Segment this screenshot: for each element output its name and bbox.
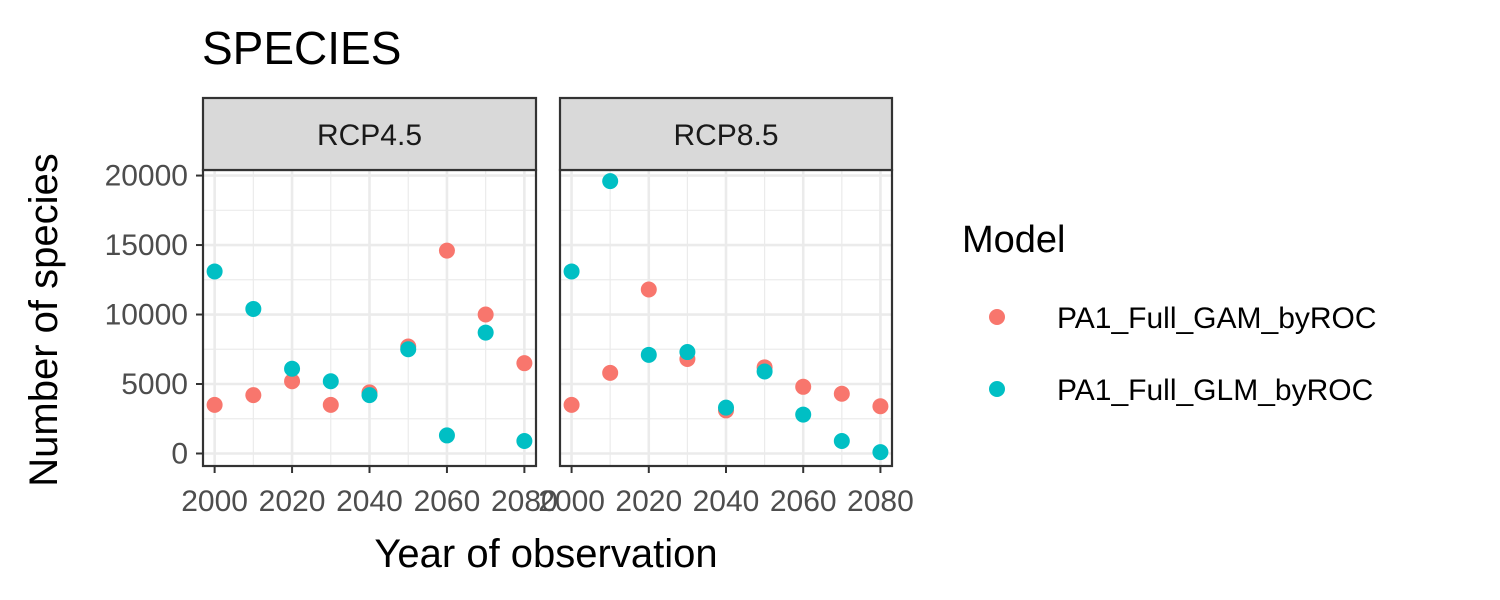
data-point bbox=[795, 406, 812, 423]
facet-strip bbox=[201, 96, 538, 172]
data-point bbox=[602, 364, 619, 381]
data-point bbox=[872, 444, 889, 461]
legend-key bbox=[989, 309, 1005, 325]
facet-panel-rcp85: RCP8.5 2000 2020 2040 2060 2080 bbox=[538, 96, 914, 518]
legend-key bbox=[989, 381, 1005, 397]
x-tick-label: 2020 bbox=[615, 485, 682, 518]
y-axis: 0 5000 10000 15000 20000 bbox=[105, 160, 203, 470]
y-tick-label: 0 bbox=[171, 437, 188, 470]
facet-panels: RCP4.5 2000 2020 2040 2060 2080 RCP8.5 2000 2020… bbox=[181, 96, 914, 518]
facet-strip-label: RCP8.5 bbox=[673, 119, 778, 152]
x-tick-label: 2020 bbox=[259, 485, 326, 518]
x-tick-label: 2000 bbox=[538, 485, 605, 518]
facet-strip-label: RCP4.5 bbox=[317, 119, 422, 152]
data-point bbox=[563, 263, 580, 280]
legend-entry: PA1_Full_GLM_byROC bbox=[989, 374, 1373, 407]
data-point bbox=[640, 281, 657, 298]
data-point bbox=[516, 355, 533, 372]
chart-title: SPECIES bbox=[202, 22, 401, 74]
data-point bbox=[438, 427, 455, 444]
data-point bbox=[872, 398, 889, 415]
data-point bbox=[833, 432, 850, 449]
facet-strip bbox=[558, 96, 894, 172]
facet-panel-rcp45: RCP4.5 2000 2020 2040 2060 2080 bbox=[181, 96, 558, 518]
data-point bbox=[206, 263, 223, 280]
data-point bbox=[361, 387, 378, 404]
x-tick-label: 2040 bbox=[336, 485, 403, 518]
data-point bbox=[245, 387, 262, 404]
legend: Model PA1_Full_GAM_byROC PA1_Full_GLM_byR… bbox=[962, 219, 1377, 407]
legend-entry: PA1_Full_GAM_byROC bbox=[989, 302, 1377, 335]
data-point bbox=[679, 344, 696, 361]
x-tick-label: 2080 bbox=[491, 485, 558, 518]
legend-title: Model bbox=[962, 219, 1066, 261]
data-point bbox=[477, 306, 494, 323]
data-point bbox=[640, 346, 657, 363]
data-point bbox=[756, 363, 773, 380]
data-point bbox=[563, 396, 580, 413]
x-tick-label: 2040 bbox=[693, 485, 760, 518]
data-point bbox=[516, 432, 533, 449]
data-point bbox=[284, 360, 301, 377]
series-pa1-full-glm-byroc bbox=[206, 263, 533, 449]
data-point bbox=[400, 341, 417, 358]
x-tick-label: 2080 bbox=[847, 485, 914, 518]
data-point bbox=[602, 173, 619, 190]
x-axis-title: Year of observation bbox=[374, 532, 717, 576]
series-pa1-full-glm-byroc bbox=[563, 173, 889, 461]
x-tick-label: 2060 bbox=[770, 485, 837, 518]
data-point bbox=[477, 324, 494, 341]
data-point bbox=[795, 378, 812, 395]
data-point bbox=[718, 399, 734, 416]
x-tick-label: 2060 bbox=[414, 485, 481, 518]
data-point bbox=[438, 242, 455, 259]
data-point bbox=[322, 373, 339, 390]
y-axis-title: Number of species bbox=[22, 153, 66, 486]
legend-label: PA1_Full_GLM_byROC bbox=[1057, 374, 1373, 407]
data-point bbox=[206, 396, 223, 413]
y-tick-label: 20000 bbox=[105, 160, 188, 193]
legend-label: PA1_Full_GAM_byROC bbox=[1057, 302, 1377, 335]
data-point bbox=[245, 300, 262, 317]
data-point bbox=[284, 373, 301, 390]
data-point bbox=[322, 396, 339, 413]
data-point bbox=[833, 385, 850, 402]
y-tick-label: 15000 bbox=[105, 229, 188, 262]
gridlines bbox=[560, 170, 892, 466]
y-tick-label: 10000 bbox=[105, 299, 188, 332]
y-tick-label: 5000 bbox=[121, 368, 188, 401]
x-tick-label: 2000 bbox=[181, 485, 248, 518]
